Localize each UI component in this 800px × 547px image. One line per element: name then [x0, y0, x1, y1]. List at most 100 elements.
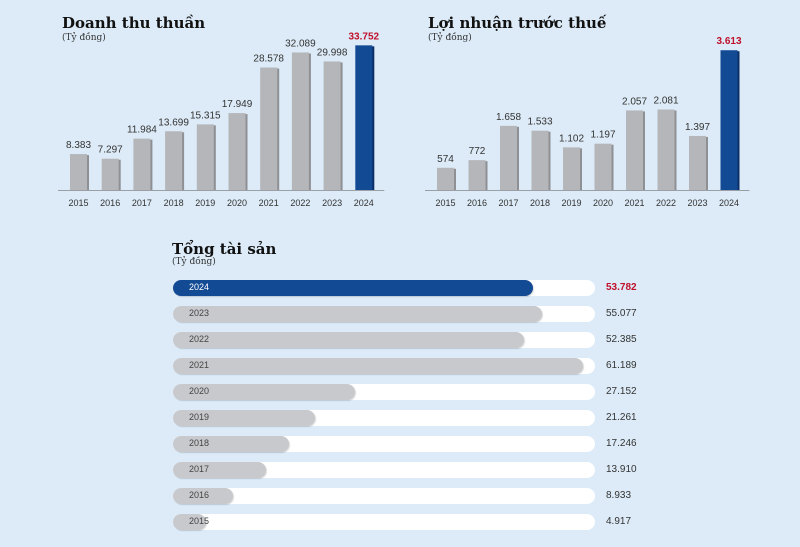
chart-0-tick-label-2022: 2022 [290, 198, 310, 208]
chart-0-bar-2024 [355, 45, 373, 190]
chart-1-tick-label-2019: 2019 [561, 198, 581, 208]
chart-1-value-label-2016: 772 [469, 146, 486, 157]
chart-1-bar-shadow-2024 [736, 51, 740, 190]
chart-1-bar-2023 [689, 135, 706, 190]
profit-chart-title: Lợi nhuận trước thuế [428, 14, 607, 32]
chart-1-value-label-2022: 2.081 [653, 95, 678, 106]
chart-0-value-label-2022: 32.089 [285, 38, 316, 49]
assets-bar-track-2017: 2017 [173, 462, 595, 478]
chart-1-tick-label-2015: 2015 [435, 198, 455, 208]
chart-0-tick-label-2018: 2018 [164, 198, 184, 208]
chart-1-value-label-2024: 3.613 [716, 36, 741, 47]
chart-0-value-label-2021: 28.578 [253, 54, 284, 65]
assets-bar-track-2016: 2016 [173, 488, 595, 504]
assets-year-label-2019: 2019 [189, 412, 210, 422]
chart-0-bar-shadow-2023 [339, 62, 343, 190]
assets-bar-2020 [173, 384, 355, 400]
assets-value-label-2021: 61.189 [606, 360, 637, 371]
chart-1-bar-shadow-2020 [610, 144, 614, 190]
assets-bar-2021 [173, 358, 583, 374]
chart-1-value-label-2021: 2.057 [622, 96, 647, 107]
chart-0-tick-label-2020: 2020 [227, 198, 247, 208]
chart-1-tick-label-2022: 2022 [656, 198, 676, 208]
assets-bar-track-2023: 2023 [173, 306, 595, 322]
chart-0-value-label-2018: 13.699 [158, 117, 189, 128]
chart-1-value-label-2017: 1.658 [496, 112, 521, 123]
assets-year-label-2020: 2020 [189, 386, 210, 396]
chart-0-bar-shadow-2021 [276, 68, 280, 190]
assets-bar-2024 [173, 280, 534, 296]
assets-bar-2015 [173, 514, 206, 530]
chart-0-value-label-2020: 17.949 [222, 99, 253, 110]
assets-chart-unit: (Tỷ đồng) [172, 257, 216, 267]
chart-1-bar-shadow-2022 [673, 110, 677, 190]
assets-year-label-2015: 2015 [189, 516, 210, 526]
assets-bar-track-2021: 2021 [173, 358, 595, 374]
assets-value-label-2017: 13.910 [606, 464, 637, 475]
chart-1-bar-2018 [531, 130, 549, 190]
chart-1-value-label-2019: 1.102 [559, 133, 584, 144]
chart-1-bar-shadow-2019 [579, 148, 582, 190]
assets-bar-2023 [173, 306, 543, 322]
assets-year-label-2021: 2021 [189, 360, 210, 370]
assets-year-label-2018: 2018 [189, 438, 210, 448]
chart-0-tick-label-2015: 2015 [68, 198, 88, 208]
assets-bar-2022 [173, 332, 524, 348]
chart-0-bar-shadow-2015 [86, 155, 89, 190]
chart-1-tick-label-2017: 2017 [498, 198, 518, 208]
chart-1-bar-shadow-2017 [516, 126, 519, 190]
chart-1-bar-2022 [657, 109, 675, 190]
assets-value-label-2020: 27.152 [606, 386, 637, 397]
assets-bar-2017 [173, 462, 267, 478]
assets-bar-track-2024: 2024 [173, 280, 595, 296]
assets-bar-track-2022: 2022 [173, 332, 595, 348]
assets-value-label-2018: 17.246 [606, 438, 637, 449]
chart-0-bar-2022 [291, 52, 309, 191]
chart-1-tick-label-2016: 2016 [467, 198, 487, 208]
assets-chart-title: Tổng tài sản [172, 240, 277, 258]
chart-0-tick-label-2019: 2019 [195, 198, 215, 208]
chart-1-bar-2017 [500, 125, 517, 190]
chart-1-bar-2021 [626, 110, 643, 190]
chart-1-tick-label-2024: 2024 [719, 198, 739, 208]
assets-year-label-2024: 2024 [189, 282, 210, 292]
assets-value-label-2015: 4.917 [606, 516, 632, 527]
assets-value-label-2024: 53.782 [606, 282, 637, 293]
chart-1-tick-label-2023: 2023 [687, 198, 707, 208]
chart-0-tick-label-2017: 2017 [132, 198, 152, 208]
chart-0-bar-shadow-2024 [371, 46, 375, 190]
chart-0-value-label-2016: 7.297 [98, 145, 123, 156]
chart-0-bar-shadow-2018 [181, 132, 185, 190]
chart-1-bar-shadow-2018 [547, 131, 551, 190]
assets-bar-track-2019: 2019 [173, 410, 595, 426]
chart-1-bar-shadow-2021 [642, 111, 645, 190]
assets-bar-track-2018: 2018 [173, 436, 595, 452]
assets-bar-2019 [173, 410, 316, 426]
chart-0-tick-label-2016: 2016 [100, 198, 120, 208]
chart-1-value-label-2023: 1.397 [685, 122, 710, 133]
chart-0-bar-shadow-2017 [149, 139, 153, 190]
assets-bar-track-2015: 2015 [173, 514, 595, 530]
chart-1-bar-2015 [437, 167, 454, 190]
chart-0-bar-2020 [228, 113, 246, 190]
assets-bar-track-2020: 2020 [173, 384, 595, 400]
chart-0-bar-2015 [70, 154, 87, 190]
chart-0-bar-2016 [101, 158, 119, 190]
chart-0-tick-label-2021: 2021 [259, 198, 279, 208]
chart-1-value-label-2015: 574 [437, 154, 454, 165]
chart-1-value-label-2020: 1.197 [590, 130, 615, 141]
chart-0-value-label-2015: 8.383 [66, 140, 91, 151]
chart-0-bar-shadow-2022 [307, 53, 311, 191]
chart-1-bar-2019 [563, 147, 580, 190]
profit-chart-unit: (Tỷ đồng) [428, 33, 472, 43]
chart-0-bar-2021 [260, 67, 278, 190]
assets-value-label-2023: 55.077 [606, 308, 637, 319]
assets-year-label-2016: 2016 [189, 490, 210, 500]
chart-1-bar-2016 [468, 160, 486, 190]
chart-0-value-label-2024: 33.752 [349, 31, 380, 42]
assets-year-label-2022: 2022 [189, 334, 210, 344]
chart-0-value-label-2019: 15.315 [190, 110, 221, 121]
assets-value-label-2019: 21.261 [606, 412, 637, 423]
revenue-chart-title: Doanh thu thuần [62, 14, 206, 32]
chart-1-bar-shadow-2015 [453, 168, 456, 190]
